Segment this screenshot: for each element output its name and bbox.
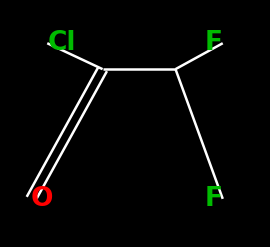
Text: O: O xyxy=(31,186,53,212)
Text: Cl: Cl xyxy=(47,30,76,56)
Text: F: F xyxy=(205,186,223,212)
Text: F: F xyxy=(205,30,223,56)
